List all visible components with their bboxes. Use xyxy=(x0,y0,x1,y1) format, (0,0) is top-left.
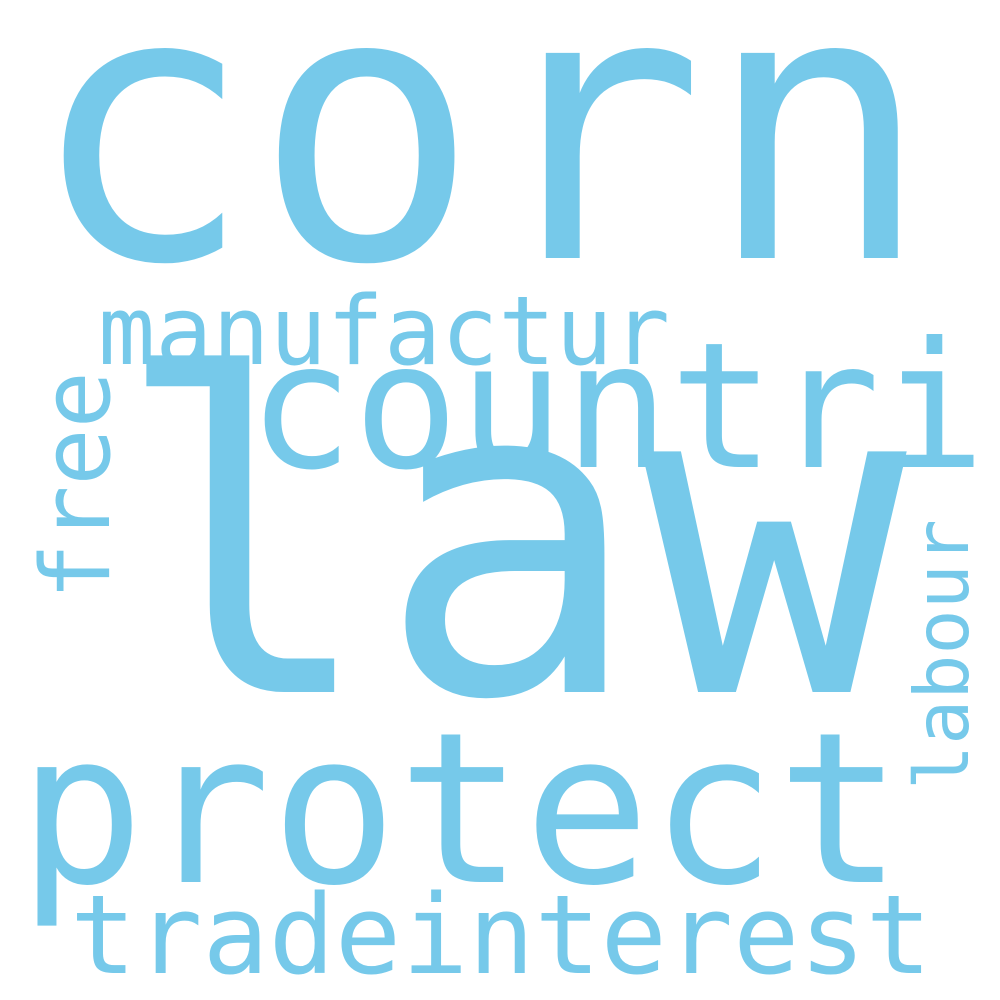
word-free: free xyxy=(22,371,132,600)
word-trade: trade xyxy=(70,871,402,999)
word-law: law xyxy=(112,284,907,796)
word-protect: protect xyxy=(18,687,904,932)
word-labour: labour xyxy=(898,519,986,790)
word-interest: interest xyxy=(402,871,932,999)
word-corn: corn xyxy=(28,0,932,347)
word-manufactur: manufactur xyxy=(98,277,670,387)
word-countri: countri xyxy=(248,306,986,509)
